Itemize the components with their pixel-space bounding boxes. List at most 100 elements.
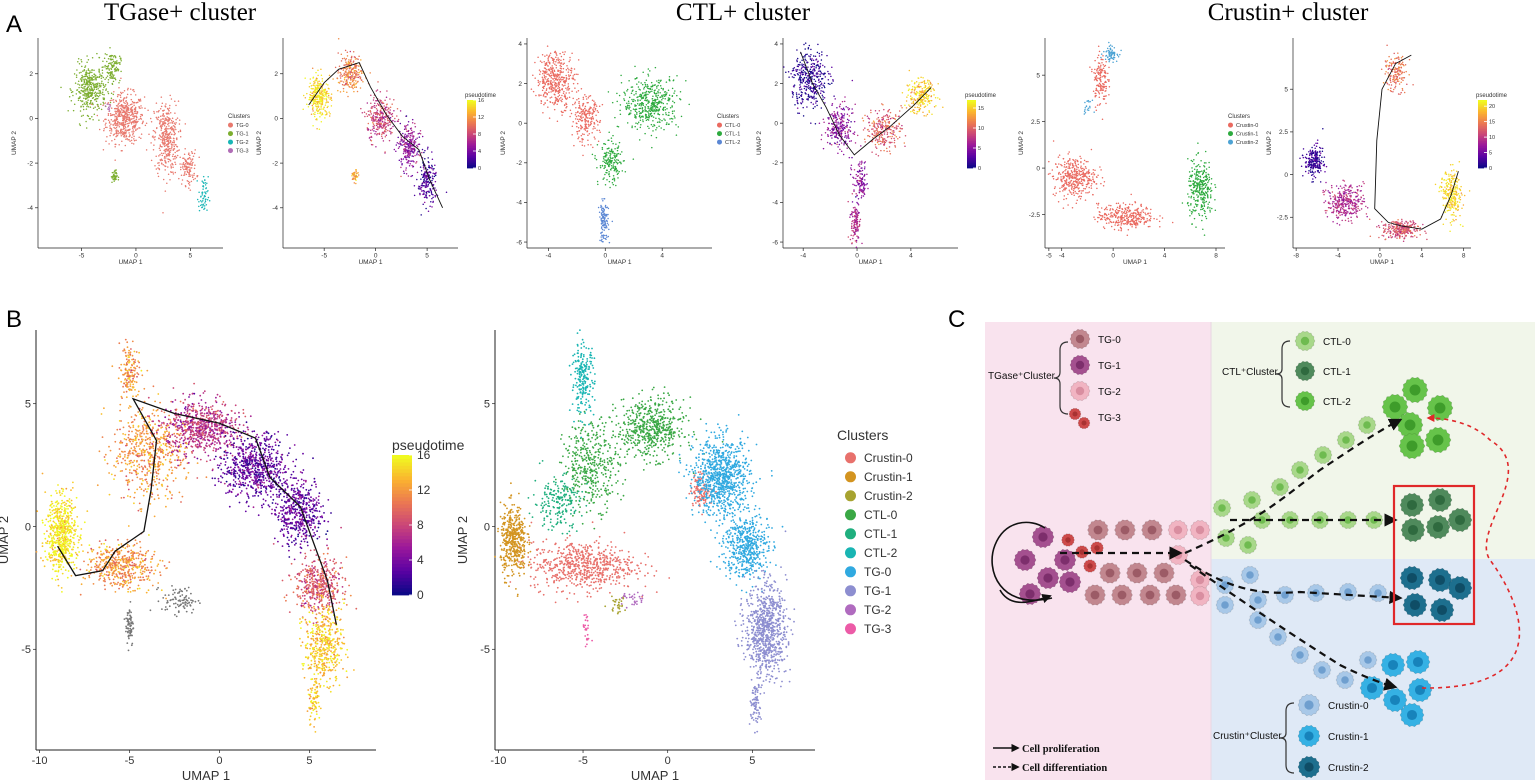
point-TG-0 bbox=[167, 166, 169, 168]
point-TG-0 bbox=[132, 133, 134, 135]
point-CTL-0 bbox=[575, 118, 577, 120]
point-CTL-1 bbox=[654, 102, 656, 104]
point-pseudotime bbox=[424, 177, 426, 179]
point-CTL-0 bbox=[578, 127, 580, 129]
point-CTL-1 bbox=[656, 137, 658, 139]
point-CTL-0 bbox=[589, 111, 591, 113]
point-TG-0 bbox=[125, 108, 127, 110]
point-TG-1 bbox=[97, 77, 99, 79]
point-TG-1 bbox=[96, 89, 98, 91]
point-TG-1 bbox=[111, 98, 113, 100]
point-CTL-0 bbox=[583, 109, 585, 111]
point-TG-0 bbox=[133, 122, 135, 124]
point-pseudotime bbox=[432, 172, 434, 174]
point-CTL-0 bbox=[558, 93, 560, 95]
point-CTL-1 bbox=[649, 116, 651, 118]
point-CTL-1 bbox=[614, 166, 616, 168]
point-TG-0 bbox=[170, 150, 172, 152]
point-CTL-0 bbox=[561, 114, 563, 116]
point-TG-1 bbox=[79, 72, 81, 74]
point-pseudotime bbox=[396, 115, 398, 117]
point-TG-0 bbox=[121, 114, 123, 116]
point-CTL-1 bbox=[656, 87, 658, 89]
point-TG-1 bbox=[97, 82, 99, 84]
point-CTL-1 bbox=[634, 100, 636, 102]
point-TG-0 bbox=[159, 134, 161, 136]
point-pseudotime bbox=[402, 133, 404, 135]
point-TG-0 bbox=[173, 173, 175, 175]
point-TG-1 bbox=[109, 47, 111, 49]
point-TG-1 bbox=[89, 90, 91, 92]
point-TG-0 bbox=[137, 112, 139, 114]
y-tick-label: 2 bbox=[518, 81, 522, 88]
point-TG-0 bbox=[185, 159, 187, 161]
point-pseudotime bbox=[321, 104, 323, 106]
point-pseudotime bbox=[380, 91, 382, 93]
point-CTL-1 bbox=[650, 114, 652, 116]
point-CTL-1 bbox=[649, 70, 651, 72]
point-pseudotime bbox=[398, 119, 400, 121]
point-pseudotime bbox=[324, 117, 326, 119]
point-CTL-0 bbox=[546, 94, 548, 96]
point-TG-0 bbox=[113, 127, 115, 129]
point-CTL-1 bbox=[673, 110, 675, 112]
point-pseudotime bbox=[412, 148, 414, 150]
point-CTL-0 bbox=[544, 102, 546, 104]
point-TG-0 bbox=[131, 137, 133, 139]
point-CTL-1 bbox=[608, 131, 610, 133]
point-pseudotime bbox=[314, 99, 316, 101]
point-TG-1 bbox=[115, 79, 117, 81]
point-pseudotime bbox=[381, 123, 383, 125]
point-pseudotime bbox=[354, 182, 356, 184]
point-CTL-0 bbox=[565, 88, 567, 90]
point-TG-0 bbox=[182, 167, 184, 169]
point-pseudotime bbox=[371, 113, 373, 115]
point-TG-1 bbox=[92, 97, 94, 99]
point-CTL-0 bbox=[575, 112, 577, 114]
point-TG-0 bbox=[153, 144, 155, 146]
point-TG-0 bbox=[194, 168, 196, 170]
point-pseudotime bbox=[423, 152, 425, 154]
point-pseudotime bbox=[340, 91, 342, 93]
point-TG-0 bbox=[110, 113, 112, 115]
point-TG-2 bbox=[205, 193, 207, 195]
point-TG-0 bbox=[189, 176, 191, 178]
point-CTL-0 bbox=[582, 155, 584, 157]
point-CTL-1 bbox=[655, 129, 657, 131]
point-TG-1 bbox=[74, 73, 76, 75]
point-pseudotime bbox=[374, 133, 376, 135]
point-TG-0 bbox=[116, 127, 118, 129]
point-TG-0 bbox=[141, 107, 143, 109]
point-CTL-0 bbox=[546, 88, 548, 90]
point-TG-0 bbox=[126, 119, 128, 121]
point-TG-1 bbox=[93, 69, 95, 71]
point-CTL-0 bbox=[539, 83, 541, 85]
point-pseudotime bbox=[310, 91, 312, 93]
point-CTL-0 bbox=[566, 104, 568, 106]
point-CTL-0 bbox=[537, 80, 539, 82]
point-TG-1 bbox=[119, 80, 121, 82]
point-pseudotime bbox=[318, 87, 320, 89]
point-pseudotime bbox=[378, 127, 380, 129]
point-TG-0 bbox=[125, 100, 127, 102]
point-pseudotime bbox=[382, 113, 384, 115]
point-TG-0 bbox=[160, 119, 162, 121]
point-pseudotime bbox=[350, 79, 352, 81]
point-CTL-0 bbox=[566, 65, 568, 67]
colorbar-tick-label: 4 bbox=[478, 149, 481, 155]
point-TG-1 bbox=[93, 76, 95, 78]
point-pseudotime bbox=[389, 109, 391, 111]
point-TG-0 bbox=[128, 114, 130, 116]
y-tick-label: -2 bbox=[27, 160, 33, 167]
point-CTL-0 bbox=[587, 140, 589, 142]
point-CTL-1 bbox=[646, 79, 648, 81]
point-pseudotime bbox=[411, 135, 413, 137]
point-pseudotime bbox=[378, 120, 380, 122]
point-CTL-0 bbox=[575, 114, 577, 116]
point-CTL-1 bbox=[612, 135, 614, 137]
point-pseudotime bbox=[330, 97, 332, 99]
point-TG-1 bbox=[115, 178, 117, 180]
point-CTL-0 bbox=[582, 105, 584, 107]
point-pseudotime bbox=[431, 168, 433, 170]
point-CTL-1 bbox=[663, 118, 665, 120]
